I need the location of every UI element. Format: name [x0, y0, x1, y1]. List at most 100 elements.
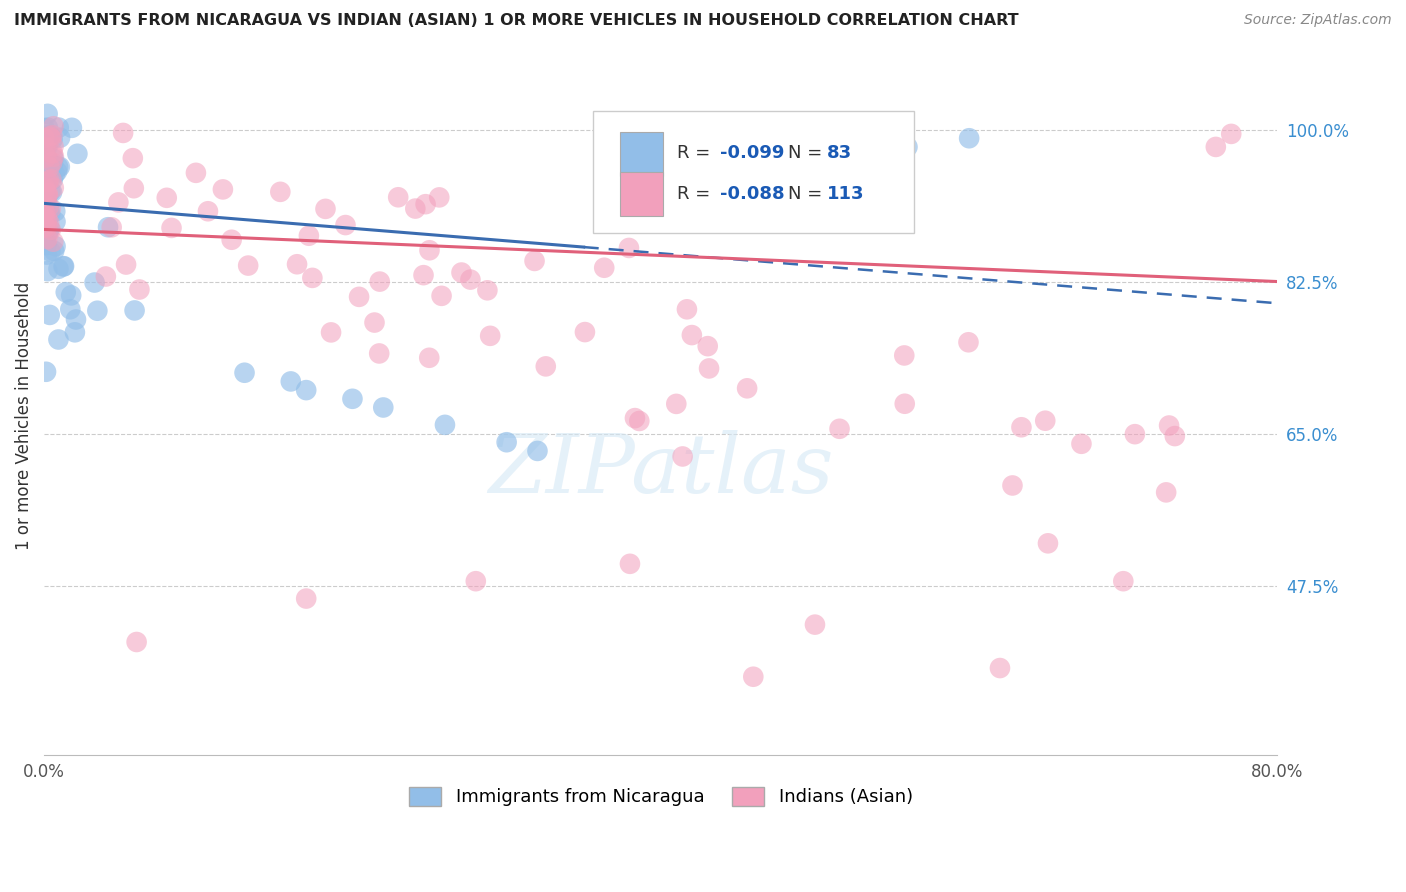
Point — [696, 339, 718, 353]
Point — [368, 275, 391, 289]
Point — [1154, 485, 1177, 500]
Point — [285, 257, 308, 271]
Point — [32, 217, 55, 231]
Point — [128, 283, 150, 297]
Point — [34, 140, 56, 154]
Point — [37, 264, 59, 278]
Point — [115, 258, 138, 272]
Point — [1001, 478, 1024, 492]
Point — [957, 131, 980, 145]
Point — [1033, 414, 1056, 428]
Point — [37, 225, 59, 239]
Point — [464, 574, 486, 589]
Point — [1010, 420, 1032, 434]
Point — [665, 397, 688, 411]
Point — [34, 177, 56, 191]
Point — [34, 121, 56, 136]
Point — [100, 220, 122, 235]
Point — [430, 289, 453, 303]
Text: Source: ZipAtlas.com: Source: ZipAtlas.com — [1244, 13, 1392, 28]
Point — [65, 312, 87, 326]
Point — [42, 180, 65, 194]
Point — [59, 302, 82, 317]
Point — [122, 181, 145, 195]
Point — [38, 160, 60, 174]
Point — [295, 383, 318, 397]
Point — [121, 151, 143, 165]
Point — [45, 239, 67, 253]
Point — [387, 190, 409, 204]
Text: N =: N = — [787, 185, 828, 203]
Point — [42, 157, 65, 171]
Text: 83: 83 — [827, 145, 852, 162]
Point — [32, 131, 55, 145]
Point — [37, 140, 59, 154]
Point — [197, 204, 219, 219]
Point — [156, 191, 179, 205]
Point — [34, 231, 56, 245]
Point — [60, 120, 83, 135]
Point — [38, 129, 60, 144]
Point — [41, 132, 63, 146]
Point — [295, 591, 318, 606]
Point — [83, 276, 105, 290]
Point — [534, 359, 557, 374]
Point — [46, 164, 69, 178]
Point — [55, 285, 77, 300]
Point — [1123, 427, 1146, 442]
Point — [49, 130, 72, 145]
Point — [32, 169, 55, 184]
Point — [418, 351, 440, 365]
Legend: Immigrants from Nicaragua, Indians (Asian): Immigrants from Nicaragua, Indians (Asia… — [402, 780, 920, 814]
Text: ZIPatlas: ZIPatlas — [488, 430, 834, 510]
Point — [37, 120, 59, 135]
Point — [48, 261, 70, 276]
Point — [44, 167, 66, 181]
Point — [38, 216, 60, 230]
FancyBboxPatch shape — [620, 132, 664, 176]
Point — [479, 329, 502, 343]
Point — [42, 235, 65, 249]
Point — [896, 140, 918, 154]
Text: R =: R = — [676, 145, 716, 162]
Point — [37, 187, 59, 202]
Point — [828, 422, 851, 436]
Point — [42, 172, 65, 186]
Point — [412, 268, 434, 282]
Point — [39, 202, 62, 216]
Point — [63, 326, 86, 340]
Point — [34, 205, 56, 219]
Point — [460, 272, 482, 286]
Point — [97, 220, 120, 235]
Point — [44, 204, 66, 219]
Point — [39, 131, 62, 145]
Point — [593, 260, 616, 275]
Point — [42, 146, 65, 161]
Point — [94, 269, 117, 284]
Point — [38, 165, 60, 179]
Point — [44, 214, 66, 228]
Point — [41, 155, 63, 169]
Point — [433, 417, 456, 432]
Point — [34, 219, 56, 234]
Point — [1164, 429, 1187, 443]
Point — [526, 444, 548, 458]
Point — [35, 237, 58, 252]
Point — [42, 150, 65, 164]
Point — [35, 142, 58, 156]
Point — [212, 182, 235, 196]
Point — [1036, 536, 1059, 550]
Point — [124, 303, 146, 318]
Text: IMMIGRANTS FROM NICARAGUA VS INDIAN (ASIAN) 1 OR MORE VEHICLES IN HOUSEHOLD CORR: IMMIGRANTS FROM NICARAGUA VS INDIAN (ASI… — [14, 13, 1019, 29]
Point — [404, 202, 426, 216]
Point — [37, 207, 59, 221]
Point — [39, 244, 62, 259]
Point — [957, 335, 980, 350]
Point — [34, 183, 56, 197]
Point — [1205, 140, 1227, 154]
Point — [280, 375, 302, 389]
Point — [38, 221, 60, 235]
Point — [46, 160, 69, 174]
Point — [373, 401, 395, 415]
Point — [35, 247, 58, 261]
